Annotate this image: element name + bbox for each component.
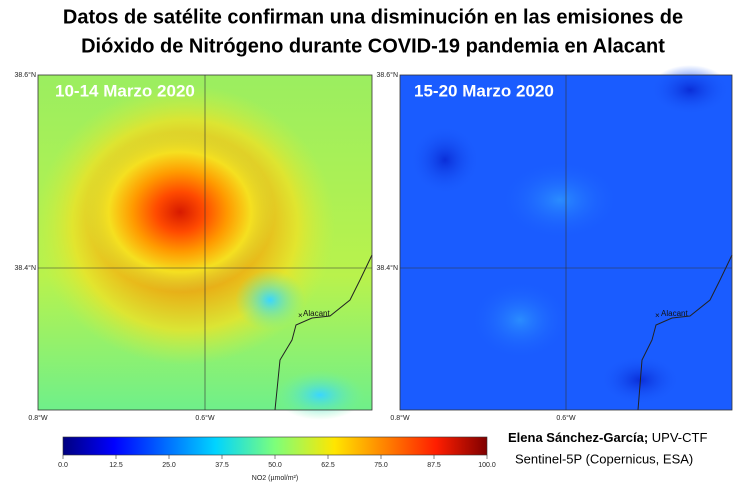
credit-source: Sentinel-5P (Copernicus, ESA) [515,451,693,466]
colorbar-tick-label: 25.0 [162,462,176,469]
lat-label: 38.4°N [15,264,36,272]
map-panel: × Alacant 15-20 Marzo 2020 38.6°N 38.4°N… [377,65,733,422]
place-label: Alacant [303,309,330,318]
credit: Elena Sánchez-García; UPV-CTF [508,430,707,445]
colorbar: NO2 (µmol/m²) 0.0 12.5 25.0 37.5 50.0 62.5 75.… [58,436,496,482]
lat-label: 38.6°N [15,71,36,79]
marker: × [298,311,303,320]
lon-label: 0.8°W [390,414,410,422]
lon-label: 0.6°W [195,414,215,422]
lat-label: 38.6°N [377,71,398,79]
colorbar-tick-label: 62.5 [321,462,335,469]
place-label: Alacant [661,309,688,318]
colorbar-tick-label: 0.0 [58,462,68,469]
colorbar-tick-label: 100.0 [478,462,496,469]
credit-affiliation: UPV-CTF [652,430,708,445]
panel-label: 15-20 Marzo 2020 [414,81,554,100]
credit-author: Elena Sánchez-García; [508,430,648,445]
colorbar-tick-label: 87.5 [427,462,441,469]
colorbar-tick-label: 12.5 [109,462,123,469]
panel-label: 10-14 Marzo 2020 [55,81,195,100]
marker: × [655,311,660,320]
title: Dióxido de Nitrógeno durante COVID-19 pa… [81,35,665,57]
lon-label: 0.8°W [28,414,48,422]
lon-label: 0.6°W [556,414,576,422]
colorbar-tick-label: 37.5 [215,462,229,469]
lat-label: 38.4°N [377,264,398,272]
colorbar-label: NO2 (µmol/m²) [252,475,298,482]
map-panel: × Alacant 10-14 Marzo 2020 38.6°N 38.4°N… [15,71,373,422]
colorbar-tick-label: 75.0 [374,462,388,469]
colorbar-tick-label: 50.0 [268,462,282,469]
title: Datos de satélite confirman una disminuc… [63,6,683,28]
